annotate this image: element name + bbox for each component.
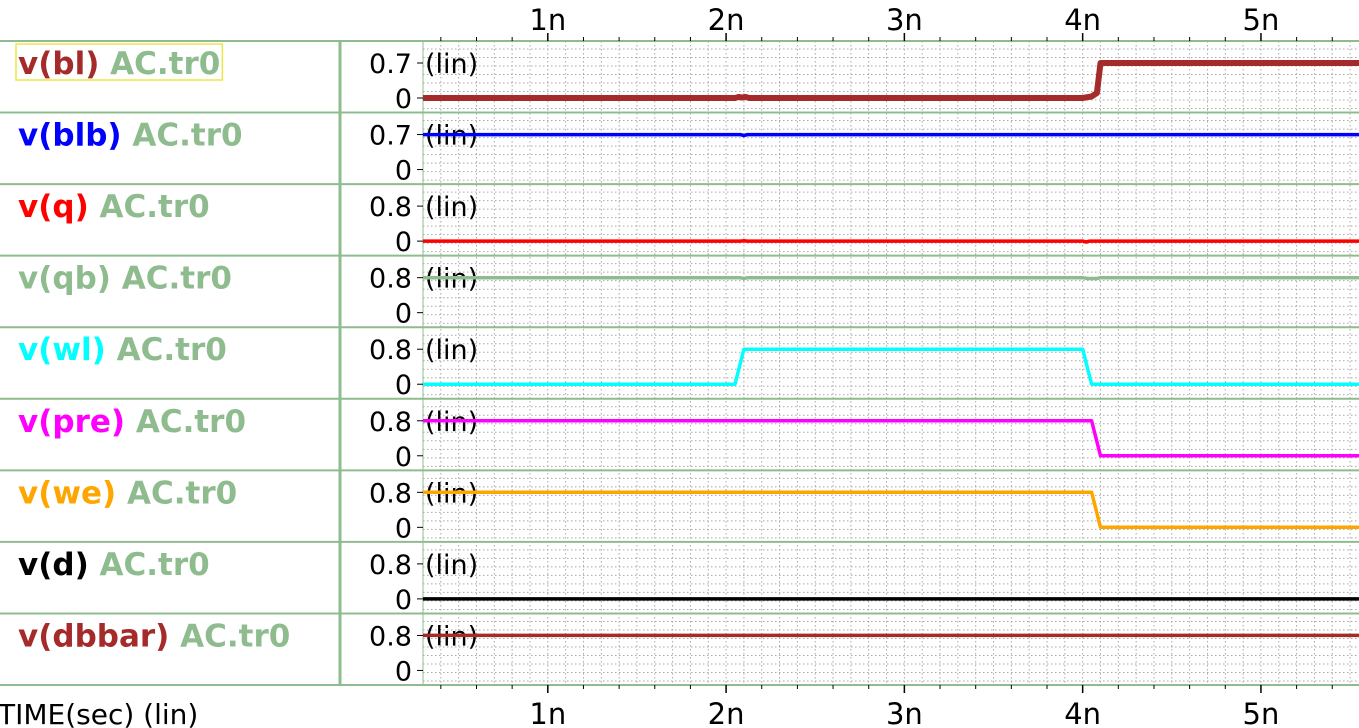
y-tick-label: 0 [395,585,412,616]
signal-label-8[interactable]: v(dbbar) AC.tr0 [18,618,290,654]
x-axis-label: TIME(sec) (lin) [0,698,198,728]
signal-file: AC.tr0 [122,118,243,154]
signal-file: AC.tr0 [125,404,246,440]
signal-name: v(d) [18,547,89,583]
y-tick-label: 0 [395,227,412,258]
signal-file: AC.tr0 [116,475,237,511]
signal-name: v(dbbar) [18,618,169,654]
x-tick-label-bottom: 4n [1064,697,1101,728]
x-tick-label-bottom: 3n [886,697,923,728]
plot-grid [422,41,1359,685]
y-tick-label: 0.7 [369,49,412,80]
signal-label-7[interactable]: v(d) AC.tr0 [18,547,210,583]
y-tick-label: 0.8 [369,335,412,366]
y-scale-label: (lin) [425,550,478,581]
signal-name: v(we) [18,475,116,511]
signal-name: v(blb) [18,118,122,154]
y-tick-label: 0.8 [369,621,412,652]
x-tick-label-top: 1n [529,3,566,37]
x-axes: 1n 1n 2n 2n 3n 3n 4n 4n 5n 5n [440,3,1333,728]
signal-name: v(bl) [18,46,99,82]
signal-name: v(wl) [18,332,106,368]
y-scale-label: (lin) [425,192,478,223]
y-tick-label: 0.8 [369,192,412,223]
y-tick-label: 0 [395,656,412,687]
signal-label-2[interactable]: v(q) AC.tr0 [18,189,210,225]
x-tick-label-top: 3n [886,3,923,37]
y-axes: 0.7 0 (lin) 0.7 0 (lin) 0.8 0 (lin) 0.8 0 (lin) 0.8 0… [369,49,478,687]
x-tick-label-bottom: 2n [708,697,745,728]
trace-v(pre)[interactable] [423,419,1359,458]
signal-name: v(pre) [18,404,125,440]
plot-frame [0,40,1359,686]
x-tick-label-top: 5n [1243,3,1280,37]
signal-label-3[interactable]: v(qb) AC.tr0 [18,261,232,297]
signal-label-4[interactable]: v(wl) AC.tr0 [18,332,227,368]
signal-label-5[interactable]: v(pre) AC.tr0 [18,404,246,440]
y-tick-label: 0.8 [369,478,412,509]
trace-v(wl)[interactable] [423,347,1359,386]
y-scale-label: (lin) [425,49,478,80]
x-tick-label-top: 2n [708,3,745,37]
y-scale-label: (lin) [425,335,478,366]
signal-file: AC.tr0 [99,46,220,82]
selected-signal-highlight [15,43,224,81]
y-tick-label: 0 [395,370,412,401]
y-tick-label: 0 [395,84,412,115]
signal-file: AC.tr0 [89,189,210,225]
y-tick-label: 0 [395,513,412,544]
signal-file: AC.tr0 [106,332,227,368]
trace-v(qb)[interactable] [423,275,1359,281]
trace-v(q)[interactable] [423,238,1359,244]
x-tick-label-bottom: 1n [529,697,566,728]
trace-v(bl)[interactable] [423,60,1359,101]
y-tick-label: 0 [395,442,412,473]
y-tick-label: 0.8 [369,264,412,295]
signal-name: v(qb) [18,261,111,297]
signal-file: AC.tr0 [89,547,210,583]
x-tick-label-bottom: 5n [1243,697,1280,728]
y-tick-label: 0 [395,299,412,330]
signal-label-0[interactable]: v(bl) AC.tr0 [18,46,220,82]
x-tick-label-top: 4n [1064,3,1101,37]
signal-name: v(q) [18,189,89,225]
y-tick-label: 0.8 [369,407,412,438]
signal-file: AC.tr0 [169,618,290,654]
y-tick-label: 0.8 [369,550,412,581]
y-tick-label: 0 [395,156,412,187]
signal-label-1[interactable]: v(blb) AC.tr0 [18,118,243,154]
trace-v(blb)[interactable] [423,132,1359,138]
trace-v(we)[interactable] [423,490,1359,530]
traces[interactable] [423,60,1359,638]
signal-file: AC.tr0 [111,261,232,297]
y-tick-label: 0.7 [369,121,412,152]
signal-label-6[interactable]: v(we) AC.tr0 [18,475,237,511]
